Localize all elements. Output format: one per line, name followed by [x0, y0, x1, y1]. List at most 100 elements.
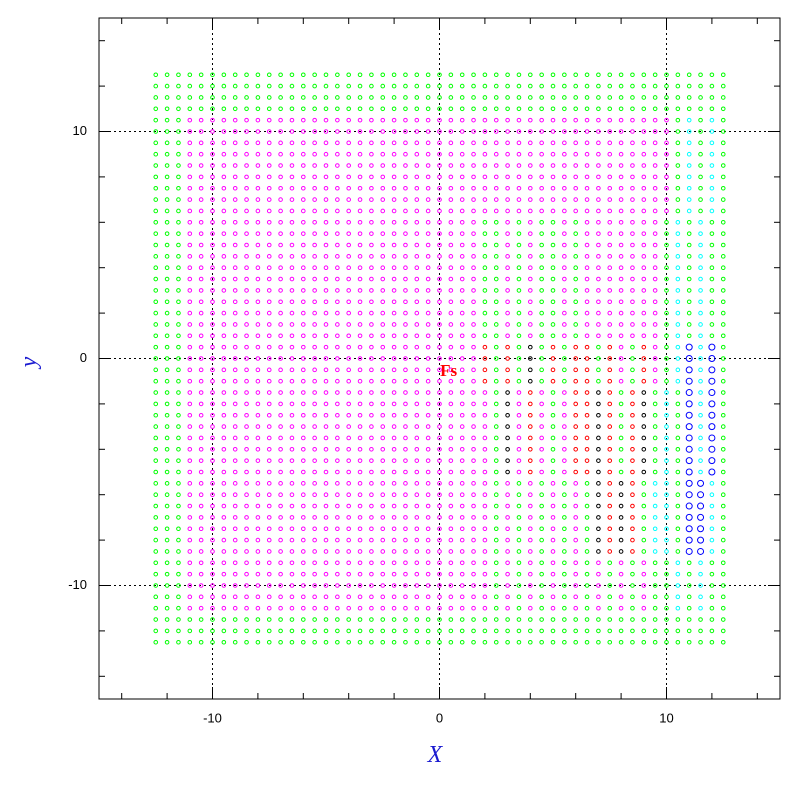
point — [573, 185, 579, 191]
point — [459, 594, 465, 600]
point — [630, 299, 635, 305]
point — [664, 571, 669, 577]
point — [448, 605, 454, 611]
point — [301, 639, 306, 645]
point — [573, 95, 579, 100]
point — [312, 594, 317, 600]
point — [698, 333, 703, 339]
point — [346, 503, 352, 509]
point — [528, 95, 533, 100]
point — [709, 322, 715, 327]
point — [266, 526, 272, 532]
point — [266, 628, 272, 634]
point — [505, 583, 510, 588]
point — [584, 492, 590, 498]
point — [596, 83, 601, 89]
point — [539, 220, 544, 225]
point — [664, 242, 669, 248]
point — [505, 412, 510, 418]
point — [550, 605, 556, 611]
point — [244, 447, 249, 452]
point — [301, 208, 306, 214]
point — [164, 481, 170, 486]
point — [312, 333, 317, 339]
point — [369, 242, 374, 248]
point — [301, 140, 306, 146]
point — [187, 288, 193, 293]
point — [369, 560, 374, 566]
point — [414, 469, 420, 475]
point — [596, 617, 601, 622]
point — [346, 639, 352, 645]
point — [266, 560, 272, 566]
point — [289, 140, 295, 146]
point — [641, 401, 647, 407]
point — [187, 583, 193, 588]
point — [618, 526, 624, 532]
point — [618, 140, 624, 146]
point — [221, 333, 227, 339]
point — [528, 72, 533, 78]
point — [584, 469, 590, 475]
point — [607, 390, 613, 395]
point — [562, 378, 567, 384]
point — [164, 322, 170, 327]
point — [528, 254, 533, 259]
point — [198, 344, 204, 350]
point — [176, 560, 181, 566]
point — [255, 140, 261, 146]
point — [550, 208, 556, 214]
point — [403, 163, 408, 168]
point — [708, 468, 716, 476]
point — [720, 537, 726, 543]
point — [607, 503, 613, 509]
point — [471, 72, 476, 78]
point — [414, 174, 420, 180]
point — [516, 378, 522, 384]
point — [573, 560, 579, 566]
point — [153, 254, 159, 259]
point — [255, 129, 261, 134]
point — [618, 72, 624, 78]
point — [255, 344, 261, 350]
point — [414, 242, 420, 248]
point — [641, 174, 647, 180]
point — [266, 605, 272, 611]
point — [505, 117, 510, 123]
point — [198, 447, 204, 452]
point — [720, 401, 726, 407]
point — [697, 491, 705, 499]
point — [437, 254, 442, 259]
point — [709, 117, 715, 123]
point — [641, 412, 647, 418]
point — [153, 583, 159, 588]
point — [607, 583, 613, 588]
point — [675, 288, 681, 293]
point — [301, 412, 306, 418]
point — [516, 617, 522, 622]
point — [176, 447, 181, 452]
point — [664, 117, 669, 123]
point — [357, 503, 363, 509]
point — [709, 537, 715, 543]
point — [187, 299, 193, 305]
point — [301, 265, 306, 271]
point — [278, 174, 283, 180]
point — [505, 208, 510, 214]
point — [244, 605, 249, 611]
point — [528, 481, 533, 486]
point — [437, 106, 442, 112]
point — [414, 185, 420, 191]
point — [562, 605, 567, 611]
point — [346, 447, 352, 452]
point — [266, 197, 272, 202]
point — [550, 378, 556, 384]
point — [630, 412, 635, 418]
point — [221, 549, 227, 554]
point — [244, 435, 249, 441]
point — [153, 197, 159, 202]
point — [437, 140, 442, 146]
point — [323, 447, 329, 452]
point — [630, 401, 635, 407]
point — [505, 571, 510, 577]
